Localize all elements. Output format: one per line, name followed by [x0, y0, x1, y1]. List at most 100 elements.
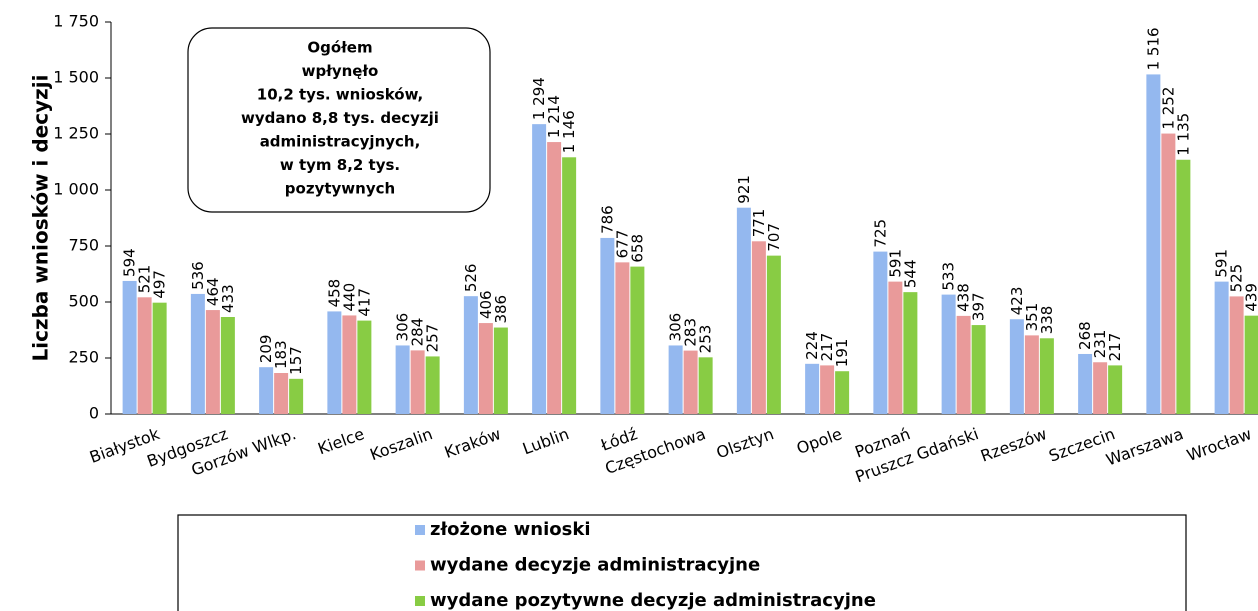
data-label: 1 294 [530, 77, 548, 120]
bar [357, 320, 372, 414]
bar [342, 315, 357, 414]
data-label: 406 [477, 290, 495, 319]
bar [1214, 281, 1229, 414]
x-tick-label: Kielce [315, 424, 366, 458]
data-label: 306 [667, 313, 685, 342]
bar [766, 255, 781, 414]
data-label: 591 [886, 249, 904, 278]
y-tick-label: 1 250 [53, 124, 99, 143]
data-label: 521 [136, 265, 154, 294]
data-label: 306 [394, 313, 412, 342]
data-label: 183 [272, 340, 290, 369]
data-label: 253 [697, 325, 715, 354]
data-label: 209 [257, 335, 275, 364]
annotation-line: Ogółem [307, 39, 372, 57]
data-label: 1 146 [560, 110, 578, 153]
bar [152, 302, 167, 414]
annotation-line: w tym 8,2 tys. [280, 156, 400, 174]
data-label: 231 [1091, 330, 1109, 359]
bar [1146, 74, 1161, 414]
data-label: 217 [1106, 333, 1124, 362]
data-label: 217 [818, 333, 836, 362]
bar [873, 251, 888, 414]
bar [289, 378, 304, 414]
data-label: 440 [340, 283, 358, 312]
bar [532, 124, 547, 415]
bar [205, 310, 220, 414]
annotation-box [187, 27, 491, 213]
legend-label: wydane pozytywne decyzje administracyjne [430, 590, 876, 611]
data-label: 351 [1023, 303, 1041, 332]
data-label: 438 [955, 283, 973, 312]
bar [410, 350, 425, 414]
data-label: 594 [121, 248, 139, 277]
annotation-line: administracyjnych, [260, 133, 421, 151]
data-label: 386 [492, 295, 510, 324]
data-label: 283 [682, 318, 700, 347]
data-label: 423 [1008, 287, 1026, 316]
y-tick-label: 1 500 [53, 68, 99, 87]
data-label: 1 214 [545, 95, 563, 138]
data-label: 677 [613, 230, 631, 259]
data-label: 533 [940, 262, 958, 291]
bar [630, 266, 645, 414]
bar [941, 294, 956, 414]
legend-swatch [415, 560, 425, 571]
bar [327, 311, 342, 414]
bar [698, 357, 713, 414]
x-tick-label: Wrocław [1184, 424, 1254, 465]
data-label: 771 [750, 209, 768, 238]
bar [493, 327, 508, 414]
x-tick-label: Lublin [520, 424, 572, 458]
data-label: 1 516 [1144, 27, 1162, 70]
bar [903, 292, 918, 414]
bar [1078, 353, 1093, 414]
bar [1244, 315, 1258, 414]
legend-label: wydane decyzje administracyjne [430, 555, 760, 576]
data-label: 786 [598, 205, 616, 234]
data-label: 526 [462, 264, 480, 293]
bar [425, 356, 440, 414]
x-tick-label: Olsztyn [714, 424, 777, 462]
legend-label: złożone wnioski [430, 519, 591, 540]
bar [395, 345, 410, 414]
data-label: 191 [833, 339, 851, 368]
data-label: 397 [970, 292, 988, 321]
data-label: 1 252 [1159, 87, 1177, 130]
bar [668, 345, 683, 414]
x-tick-label: Opole [794, 424, 845, 458]
data-label: 725 [871, 219, 889, 248]
bar [600, 237, 615, 414]
annotation-line: wydano 8,8 tys. decyzji [241, 109, 439, 127]
bar [835, 371, 850, 414]
data-label: 525 [1228, 264, 1246, 293]
annotation-line: pozytywnych [285, 180, 395, 198]
data-label: 224 [803, 331, 821, 360]
bar [547, 142, 562, 414]
data-label: 536 [189, 261, 207, 290]
y-tick-label: 750 [68, 236, 99, 255]
bar [137, 297, 152, 414]
data-label: 497 [151, 270, 169, 299]
data-label: 591 [1213, 249, 1231, 278]
y-axis-label: Liczba wniosków i decyzji [29, 75, 53, 362]
bar [190, 293, 205, 414]
bar [274, 373, 289, 414]
data-label: 257 [424, 324, 442, 353]
data-label: 268 [1076, 321, 1094, 350]
data-label: 157 [287, 346, 305, 375]
annotation-line: 10,2 tys. wniosków, [257, 86, 423, 104]
bar [1009, 319, 1024, 414]
data-label: 458 [325, 279, 343, 308]
annotation-line: wpłynęło [302, 62, 379, 80]
x-tick-label: Rzeszów [978, 424, 1049, 465]
bar [1039, 338, 1054, 414]
bar [1229, 296, 1244, 414]
bar [562, 157, 577, 414]
data-label: 464 [204, 277, 222, 306]
data-label: 284 [409, 318, 427, 347]
bar [805, 363, 820, 414]
bar [122, 280, 137, 414]
bar [615, 262, 630, 414]
